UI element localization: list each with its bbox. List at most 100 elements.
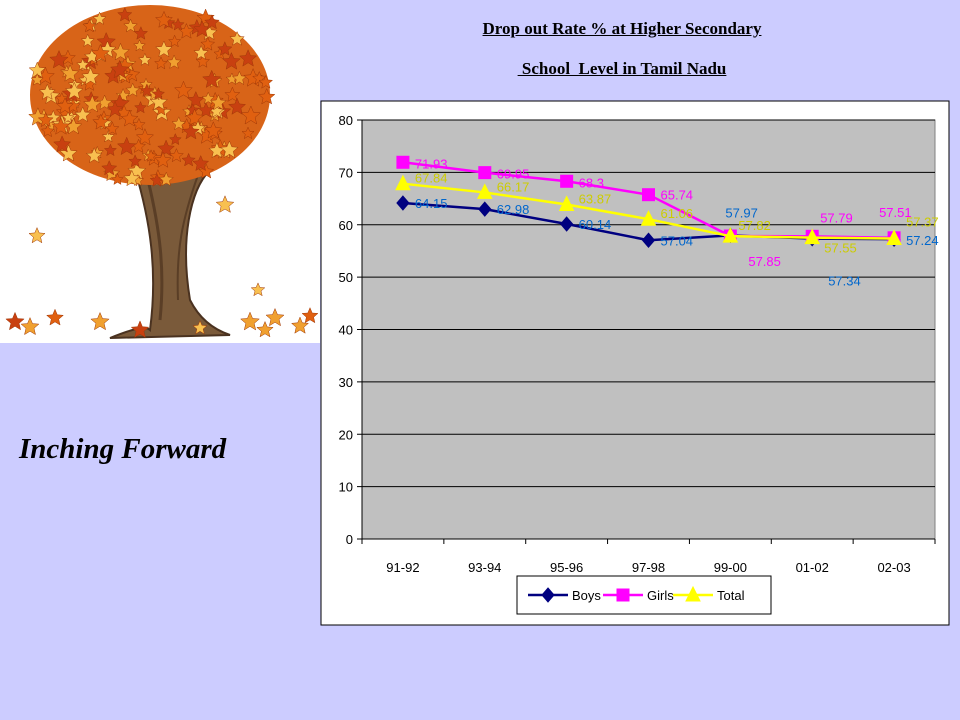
data-point-total	[804, 228, 821, 245]
leaf	[125, 82, 141, 97]
leaf	[192, 154, 210, 172]
leaf	[154, 151, 172, 168]
data-label-total: 66.17	[497, 179, 530, 194]
leaf	[222, 51, 241, 70]
leaf	[186, 90, 205, 108]
leaf	[111, 172, 124, 185]
leaf	[104, 121, 120, 136]
data-label-boys: 57.24	[906, 233, 939, 248]
leaf	[257, 87, 276, 105]
data-label-boys: 57.97	[725, 205, 758, 220]
leaf	[171, 17, 185, 31]
leaf	[158, 171, 174, 187]
leaf	[133, 26, 149, 40]
data-point-total	[395, 174, 411, 191]
data-label-total: 57.37	[906, 215, 939, 230]
leaf	[192, 320, 208, 335]
data-point-boys	[559, 216, 574, 232]
leaf	[265, 307, 285, 327]
leaf	[219, 140, 239, 159]
data-point-total	[722, 227, 739, 243]
leaf	[166, 54, 182, 69]
tree-trunk	[109, 158, 231, 339]
leaf	[49, 49, 69, 69]
leaf	[217, 41, 233, 56]
tree-illustration	[0, 0, 320, 343]
leaf	[111, 42, 130, 61]
data-point-boys	[396, 195, 410, 211]
leaf	[135, 128, 155, 146]
leaf	[56, 97, 74, 115]
x-tick-label: 02-03	[877, 560, 910, 575]
data-label-boys: 62.98	[497, 202, 530, 217]
leaf	[229, 30, 245, 46]
leaf	[37, 111, 54, 128]
legend-marker-total	[685, 585, 701, 602]
data-label-total: 67.84	[415, 171, 448, 186]
x-axis: 91-92 93-94 95-96 97-98 99-00 01-02 02-03	[361, 538, 936, 575]
data-label-boys: 60.14	[579, 217, 612, 232]
leaf	[116, 136, 137, 156]
leaf	[182, 122, 200, 140]
leaf	[167, 34, 182, 48]
ground-leaves	[5, 195, 319, 338]
leaf	[96, 94, 113, 111]
data-point-total	[558, 195, 575, 211]
data-label-total: 57.55	[824, 241, 857, 256]
leaf	[123, 169, 141, 187]
leaf	[115, 87, 131, 103]
leaf	[128, 154, 142, 168]
leaf	[5, 311, 25, 331]
leaf	[181, 152, 196, 167]
data-label-girls: 69.95	[497, 167, 530, 182]
leaf	[74, 106, 92, 123]
leaf	[157, 139, 176, 157]
data-point-boys	[641, 232, 656, 249]
leaf	[241, 126, 255, 140]
leaf	[133, 39, 146, 52]
leaf	[202, 69, 222, 89]
leaf	[20, 316, 40, 336]
leaf	[240, 311, 260, 331]
leaf	[82, 18, 97, 33]
legend-label-boys: Boys	[572, 588, 601, 603]
leaf	[38, 83, 56, 100]
leaf	[46, 308, 64, 326]
x-tick-label: 99-00	[714, 560, 747, 575]
data-label-girls: 57.51	[879, 205, 912, 220]
leaf	[53, 135, 72, 153]
data-label-total: 57.82	[738, 218, 771, 233]
leaf	[168, 147, 184, 163]
leaf	[40, 123, 55, 138]
y-tick-label: 10	[339, 480, 353, 495]
y-tick-label: 40	[339, 323, 353, 338]
y-tick-label: 20	[339, 427, 353, 442]
data-point-girls	[478, 166, 492, 180]
leaf	[130, 320, 150, 338]
y-tick-label: 50	[339, 270, 353, 285]
leaf	[132, 117, 146, 131]
leaf	[80, 33, 95, 48]
leaf	[149, 92, 169, 111]
data-point-total	[476, 183, 493, 199]
legend-marker-girls	[616, 588, 630, 602]
leaf	[120, 109, 139, 127]
leaf	[101, 160, 118, 176]
leaf	[215, 195, 235, 213]
leaf	[173, 80, 193, 99]
data-label-total: 63.87	[579, 191, 612, 206]
legend-label-girls: Girls	[647, 588, 674, 603]
leaf	[204, 14, 220, 30]
data-point-girls	[560, 174, 574, 188]
leaf	[133, 100, 148, 114]
leaf	[90, 311, 110, 331]
leaf	[139, 83, 155, 97]
title-line-1: Drop out Rate % at Higher Secondary	[482, 19, 762, 38]
y-tick-label: 70	[339, 165, 353, 180]
data-point-girls	[642, 188, 655, 202]
leaf	[103, 143, 118, 157]
leaf	[200, 36, 216, 51]
leaf	[144, 149, 158, 162]
x-tick-label: 95-96	[550, 560, 583, 575]
leaf	[204, 121, 223, 139]
